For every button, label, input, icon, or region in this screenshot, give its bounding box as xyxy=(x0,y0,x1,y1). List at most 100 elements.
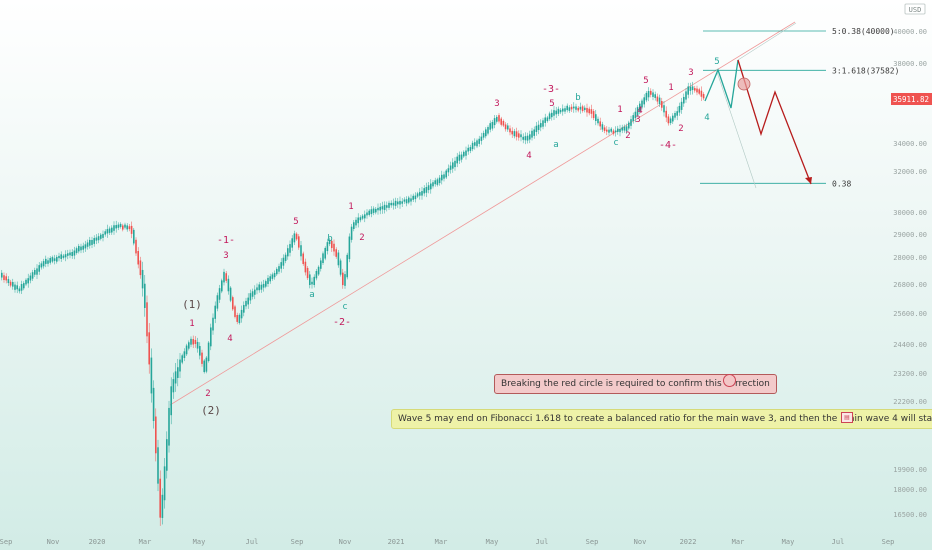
candle-body xyxy=(619,128,621,133)
candle-body xyxy=(144,283,146,308)
candle-body xyxy=(401,201,403,204)
candle-body xyxy=(333,243,335,252)
red-circle-icon[interactable] xyxy=(723,374,736,387)
candle-body xyxy=(507,125,509,130)
candle-body xyxy=(546,117,549,122)
candle-body xyxy=(260,284,263,290)
candle-body xyxy=(51,257,54,262)
candle-body xyxy=(443,174,445,179)
wave-label: 2 xyxy=(359,233,364,243)
candle-body xyxy=(232,297,234,310)
candle-body xyxy=(56,256,58,262)
candle-body xyxy=(661,101,663,108)
candle-body xyxy=(427,185,430,191)
candle-body xyxy=(520,134,522,138)
candle-body xyxy=(102,233,104,238)
candle-body xyxy=(163,466,166,501)
candle-body xyxy=(192,339,194,345)
candle-body xyxy=(23,283,25,289)
candle-body xyxy=(236,315,238,322)
x-tick-label: Sep xyxy=(0,538,12,546)
wave-label: c xyxy=(613,138,618,148)
y-tick-label: 29000.00 xyxy=(893,231,927,239)
candle-body xyxy=(617,128,619,132)
candle-body xyxy=(634,111,637,119)
candle-body xyxy=(339,260,342,275)
x-tick-label: Mar xyxy=(435,538,448,546)
red-note[interactable]: Breaking the red circle is required to c… xyxy=(494,374,777,394)
candle-body xyxy=(414,195,417,200)
candle-body xyxy=(353,222,355,229)
candle-body xyxy=(221,280,223,292)
candle-body xyxy=(326,242,329,252)
candle-body xyxy=(298,236,300,248)
x-tick-label: Mar xyxy=(732,538,745,546)
candle-body xyxy=(392,202,395,206)
candle-body xyxy=(141,269,144,289)
candle-body xyxy=(287,248,289,257)
fib-label: 5:0.38(40000) xyxy=(832,27,895,36)
candle-body xyxy=(313,276,315,285)
x-tick-label: Mar xyxy=(139,538,152,546)
note-icon[interactable]: ▤ xyxy=(841,412,853,423)
candle-body xyxy=(229,287,232,301)
candle-body xyxy=(621,127,623,131)
candle-body xyxy=(491,122,494,129)
candle-body xyxy=(674,112,676,118)
y-tick-label: 23200.00 xyxy=(893,370,927,378)
candle-body xyxy=(304,261,307,273)
candle-body xyxy=(91,239,93,245)
candle-body xyxy=(170,386,172,416)
candle-body xyxy=(238,314,241,324)
candle-body xyxy=(669,118,672,124)
candle-body xyxy=(350,226,353,240)
candle-body xyxy=(465,150,467,156)
candle-body xyxy=(603,127,606,131)
wave-label: 4 xyxy=(526,151,531,161)
candle-body xyxy=(667,116,670,124)
wave-label: 3 xyxy=(635,115,640,125)
candle-body xyxy=(403,199,406,202)
candle-body xyxy=(434,180,436,185)
y-tick-label: 38000.00 xyxy=(893,60,927,68)
wave-label: 2 xyxy=(625,131,630,141)
candle-body xyxy=(106,229,109,234)
candle-body xyxy=(185,345,188,355)
candle-body xyxy=(425,187,428,193)
candle-body xyxy=(69,252,71,256)
fib-label: 3:1.618(37582) xyxy=(832,66,899,75)
candle-body xyxy=(652,92,654,97)
currency-label: USD xyxy=(909,6,922,14)
wave-label: b xyxy=(575,93,580,103)
wave-label: -3- xyxy=(542,84,560,95)
candle-body xyxy=(678,105,681,113)
candle-body xyxy=(700,90,703,97)
candle-body xyxy=(522,136,524,140)
candle-body xyxy=(608,129,610,133)
candle-body xyxy=(423,188,425,194)
candle-body xyxy=(289,244,291,253)
candle-body xyxy=(282,257,285,266)
candle-body xyxy=(205,357,208,372)
candle-body xyxy=(262,283,265,288)
candle-body xyxy=(3,275,5,281)
wave-label: 3 xyxy=(688,68,693,78)
candle-body xyxy=(421,191,423,196)
candle-body xyxy=(364,214,366,219)
candle-body xyxy=(14,284,16,290)
candle-body xyxy=(97,236,100,241)
candle-body xyxy=(240,309,243,319)
yellow-note[interactable]: Wave 5 may end on Fibonacci 1.618 to cre… xyxy=(391,409,932,429)
candle-body xyxy=(658,97,661,105)
y-tick-label: 19900.00 xyxy=(893,466,927,474)
candle-body xyxy=(562,108,564,112)
wave-label: c xyxy=(342,302,347,312)
candle-body xyxy=(265,281,267,287)
candle-body xyxy=(179,359,181,372)
candle-body xyxy=(89,239,91,246)
candle-body xyxy=(117,224,120,228)
candle-body xyxy=(463,151,465,157)
candle-body xyxy=(405,199,408,204)
candle-body xyxy=(597,118,599,124)
